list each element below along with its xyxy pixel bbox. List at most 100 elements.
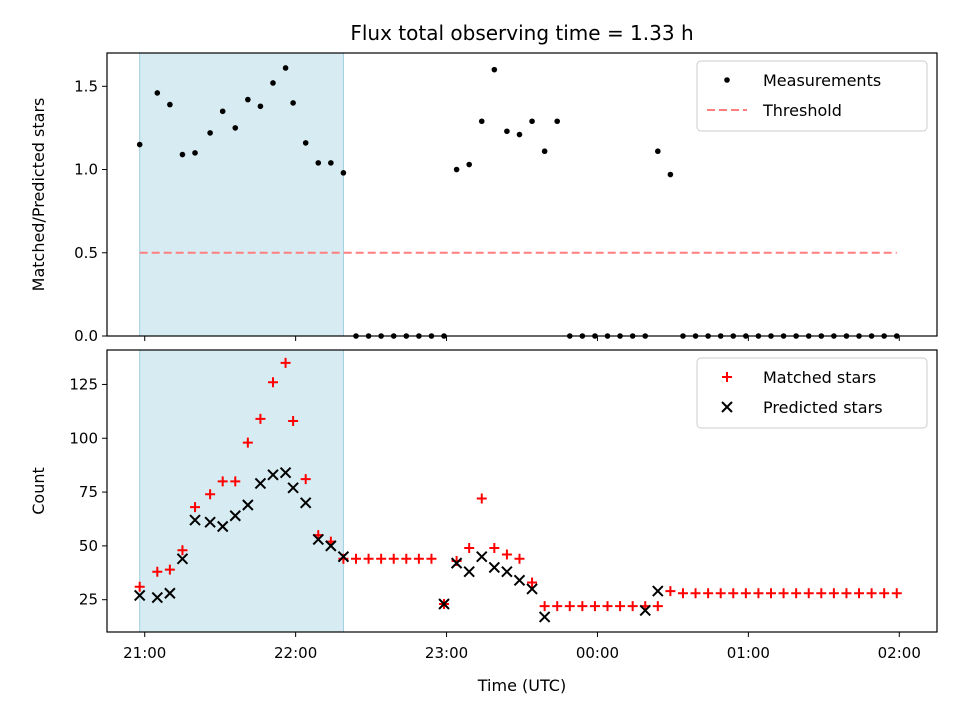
axes-frame [106,52,938,337]
matched-star-point [134,581,145,592]
matched-star-point [388,553,399,564]
predicted-star-point [501,566,513,578]
matched-star-point [230,476,241,487]
matched-star-point [205,489,216,500]
predicted-star-point [325,540,337,552]
matched-star-point [177,545,188,556]
predicted-star-point [189,514,201,526]
matched-star-point [288,416,299,427]
matched-star-point [690,588,701,599]
measurement-point [453,166,460,173]
predicted-star-point [267,469,279,481]
axes-frame [106,349,938,633]
matched-star-point [866,588,877,599]
matched-star-point [242,437,253,448]
matched-star-point [464,543,475,554]
predicted-star-point [337,550,350,563]
x-tick-label: 21:00 [123,644,166,662]
predicted-star-point [312,533,324,546]
chart-title: Flux total observing time = 1.33 h [350,21,693,45]
predicted-star-point [513,574,526,587]
measurement-point [541,148,548,155]
matched-star-point [376,553,387,564]
matched-star-point [703,588,714,599]
y-axis-label: Matched/Predicted stars [29,98,48,292]
matched-star-point [677,588,688,599]
matched-star-point [816,588,827,599]
measurement-point [504,128,510,135]
predicted-star-point [538,611,551,623]
matched-star-point [791,588,802,599]
predicted-star-point [488,561,501,574]
matched-star-point [539,601,550,612]
y-tick-label: 50 [79,537,98,555]
measurement-point [219,108,226,115]
legend-marker [724,77,730,83]
matched-star-point [627,601,638,612]
y-tick-label: 1.0 [74,161,98,179]
matched-star-point [552,601,563,612]
measurement-point [154,90,161,96]
y-tick-label: 75 [79,483,98,501]
legend-box [696,357,928,429]
predicted-star-point [204,516,216,528]
matched-star-point [426,553,437,564]
matched-star-point [879,588,890,599]
measurement-point [282,65,289,71]
measurement-point [270,80,276,86]
matched-star-point [527,577,538,588]
top-panel: 0.0 0.5 1.0 1.5 Matched/Predicted stars Measu… [29,52,938,345]
matched-star-point [564,601,575,612]
measurement-point [340,170,347,176]
predicted-star-point [242,499,254,511]
predicted-star-point [287,482,299,494]
matched-star-point [766,588,776,599]
y-tick-label: 0.5 [74,244,98,262]
matched-star-point [854,588,865,599]
y-tick-label: 1.5 [74,77,98,95]
predicted-star-point [133,589,146,602]
measurement-point [290,100,296,106]
legend-marker [722,372,732,382]
legend-label: Measurements [763,71,881,90]
matched-star-point [217,476,228,487]
matched-star-point [615,601,626,612]
measurement-point [245,96,251,103]
matched-star-point [753,588,764,599]
matched-star-point [489,543,500,554]
matched-star-point [891,588,902,599]
legend-label: Threshold [762,101,842,120]
x-tick-label: 22:00 [274,644,317,662]
legend-label: Predicted stars [763,398,883,417]
predicted-star-point [299,497,312,509]
predicted-star-point [450,557,463,569]
measurement-point [315,160,322,166]
matched-star-point [476,493,487,504]
measurement-point [554,118,561,125]
predicted-star-point [151,591,164,604]
matched-star-point [740,588,751,599]
y-tick-label: 125 [69,375,98,393]
matched-star-point [589,601,600,612]
matched-star-point [728,588,739,599]
measurement-point [136,141,143,148]
y-tick-label: 0.0 [74,327,98,345]
matched-star-point [190,502,201,513]
measurement-point [478,118,485,125]
matched-star-point [665,586,676,597]
predicted-star-point [254,477,267,490]
predicted-star-point [216,520,229,533]
x-tick-label: 01:00 [727,644,770,662]
measurement-point [302,140,309,146]
predicted-star-point [164,587,176,599]
matched-star-point [715,588,726,599]
x-axis-label: Time (UTC) [477,676,566,695]
matched-star-point [828,588,839,599]
x-tick-label: 02:00 [878,644,921,662]
measurement-point [328,160,334,166]
predicted-star-point [526,583,538,595]
matched-star-point [280,357,291,368]
predicted-star-point [652,585,664,597]
legend-box [696,60,928,132]
